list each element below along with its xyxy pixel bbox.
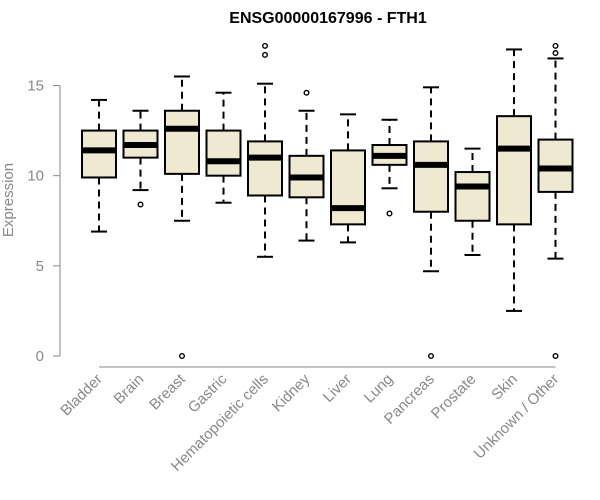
iqr-box	[207, 131, 241, 176]
outlier-point	[180, 354, 185, 359]
box-liver	[331, 114, 365, 242]
box-hematopoietic-cells	[248, 44, 282, 257]
outlier-point	[263, 53, 268, 58]
y-axis-label: Expression	[0, 163, 17, 237]
y-tick-label: 10	[27, 168, 44, 185]
outlier-point	[138, 202, 143, 207]
box-skin	[497, 49, 531, 310]
box-brain	[124, 111, 158, 207]
iqr-box	[82, 131, 116, 178]
chart-title: ENSG00000167996 - FTH1	[229, 10, 427, 27]
y-tick-label: 15	[27, 78, 44, 95]
x-tick-label: Brain	[111, 371, 148, 408]
outlier-point	[304, 90, 309, 95]
box-breast	[165, 76, 199, 358]
box-kidney	[290, 90, 324, 240]
iqr-box	[248, 141, 282, 195]
outlier-point	[429, 354, 434, 359]
x-tick-label: Breast	[146, 370, 189, 413]
boxes	[82, 44, 573, 359]
y-tick-label: 0	[36, 348, 44, 365]
iqr-box	[497, 116, 531, 224]
box-gastric	[207, 93, 241, 203]
x-tick-label: Liver	[320, 371, 355, 406]
outlier-point	[387, 211, 392, 216]
outlier-point	[553, 51, 558, 56]
box-plot-chart: ENSG00000167996 - FTH1 Expression 0 5 10 15…	[0, 0, 600, 500]
iqr-box	[331, 150, 365, 224]
y-tick-label: 5	[36, 258, 44, 275]
outlier-point	[553, 354, 558, 359]
iqr-box	[414, 141, 448, 211]
box-unknown-other	[539, 44, 573, 359]
box-bladder	[82, 100, 116, 232]
x-tick-label: Lung	[361, 371, 397, 407]
box-pancreas	[414, 87, 448, 358]
box-prostate	[456, 149, 490, 255]
x-tick-label: Skin	[488, 371, 521, 404]
x-tick-label: Prostate	[428, 371, 480, 423]
x-tick-label: Bladder	[57, 371, 106, 420]
x-tick-label: Kidney	[269, 370, 314, 415]
axes: 0 5 10 15	[27, 78, 555, 368]
outlier-point	[263, 44, 268, 49]
outlier-point	[553, 44, 558, 49]
box-lung	[373, 120, 407, 216]
iqr-box	[456, 172, 490, 221]
iqr-box	[165, 111, 199, 174]
